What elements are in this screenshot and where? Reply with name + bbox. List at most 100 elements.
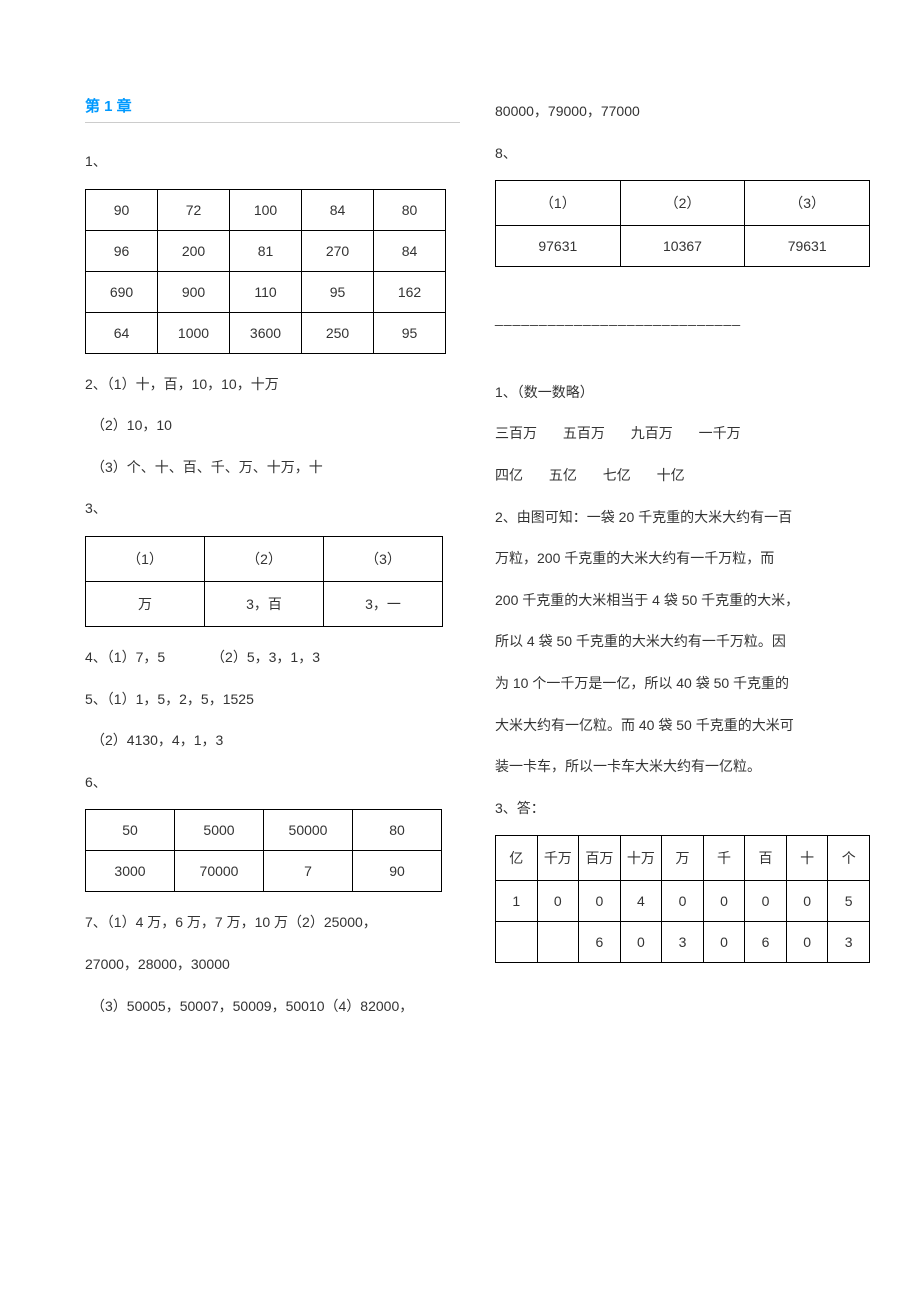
r1-line2: 三百万 五百万 九百万 一千万 <box>495 417 870 451</box>
cell: 95 <box>374 312 446 353</box>
cell: 1 <box>496 881 538 922</box>
header-cell: 千 <box>703 836 745 881</box>
cell: 0 <box>786 922 828 963</box>
r2-line1: 2、由图可知：一袋 20 千克重的大米大约有一百 <box>495 501 870 535</box>
cell: 4 <box>620 881 662 922</box>
question-6-label: 6、 <box>85 766 460 800</box>
cell <box>496 922 538 963</box>
q5-line1: 5、（1）1，5，2，5，1525 <box>85 683 460 717</box>
cell: 162 <box>374 271 446 312</box>
cell: 97631 <box>496 226 621 267</box>
r1-line3: 四亿 五亿 七亿 十亿 <box>495 459 870 493</box>
cell: 万 <box>86 581 205 626</box>
chapter-underline <box>85 122 460 123</box>
cell: 64 <box>86 312 158 353</box>
cell: 84 <box>302 189 374 230</box>
cell: 0 <box>703 881 745 922</box>
cell: 7 <box>264 851 353 892</box>
cell: 79631 <box>745 226 870 267</box>
cell: 72 <box>158 189 230 230</box>
cell: 0 <box>537 881 579 922</box>
r1-label: 1、（数一数略） <box>495 376 870 410</box>
header-cell: 百 <box>745 836 787 881</box>
cell: 5000 <box>175 810 264 851</box>
header-cell: 百万 <box>579 836 621 881</box>
header-cell: 万 <box>662 836 704 881</box>
cell: 0 <box>745 881 787 922</box>
cell: 5 <box>828 881 870 922</box>
cell: 250 <box>302 312 374 353</box>
cell: 6 <box>579 922 621 963</box>
right-column: 80000，79000，77000 8、 （1） （2） （3） 97631 1… <box>495 95 870 1031</box>
cell: （1） <box>496 181 621 226</box>
cell: 110 <box>230 271 302 312</box>
cell: 200 <box>158 230 230 271</box>
r2-line5: 为 10 个一千万是一亿，所以 40 袋 50 千克重的 <box>495 667 870 701</box>
cell <box>537 922 579 963</box>
q7-line1: 7、（1）4 万，6 万，7 万，10 万（2）25000， <box>85 906 460 940</box>
word: 五百万 <box>563 417 605 451</box>
q4-part1: 4、（1）7，5 <box>85 649 165 665</box>
cell: 0 <box>662 881 704 922</box>
question-1-label: 1、 <box>85 145 460 179</box>
cell: 900 <box>158 271 230 312</box>
cell: 50000 <box>264 810 353 851</box>
table-place-value: 亿 千万 百万 十万 万 千 百 十 个 1 0 0 4 0 0 0 0 5 <box>495 835 870 963</box>
cell: （3） <box>324 536 443 581</box>
r2-line6: 大米大约有一亿粒。而 40 袋 50 千克重的大米可 <box>495 709 870 743</box>
q5-line2: （2）4130，4，1，3 <box>85 724 460 758</box>
word: 十亿 <box>657 459 685 493</box>
cell: 0 <box>579 881 621 922</box>
cell: 0 <box>786 881 828 922</box>
cell: 84 <box>374 230 446 271</box>
cell: 100 <box>230 189 302 230</box>
question-8-label: 8、 <box>495 137 870 171</box>
cell: 90 <box>86 189 158 230</box>
table-6: 50 5000 50000 80 3000 70000 7 90 <box>85 809 442 892</box>
q2-line1: 2、（1）十，百，10，10，十万 <box>85 368 460 402</box>
r2-line7: 装一卡车，所以一卡车大米大约有一亿粒。 <box>495 750 870 784</box>
q7-line2: 27000，28000，30000 <box>85 948 460 982</box>
cell: 96 <box>86 230 158 271</box>
cell: 0 <box>620 922 662 963</box>
cell: 50 <box>86 810 175 851</box>
q7-line3: （3）50005，50007，50009，50010（4）82000， <box>85 990 460 1024</box>
cell: 95 <box>302 271 374 312</box>
r2-line3: 200 千克重的大米相当于 4 袋 50 千克重的大米， <box>495 584 870 618</box>
word: 七亿 <box>603 459 631 493</box>
r2-line4: 所以 4 袋 50 千克重的大米大约有一千万粒。因 <box>495 625 870 659</box>
table-1: 90 72 100 84 80 96 200 81 270 84 690 900… <box>85 189 446 354</box>
q2-line3: （3）个、十、百、千、万、十万，十 <box>85 451 460 485</box>
cell: 690 <box>86 271 158 312</box>
header-cell: 十万 <box>620 836 662 881</box>
word: 五亿 <box>549 459 577 493</box>
chapter-title: 第 1 章 <box>85 95 460 116</box>
cell: （3） <box>745 181 870 226</box>
header-cell: 千万 <box>537 836 579 881</box>
cell: 6 <box>745 922 787 963</box>
cell: 70000 <box>175 851 264 892</box>
cell: 3600 <box>230 312 302 353</box>
cell: 80 <box>353 810 442 851</box>
cell: 3，百 <box>205 581 324 626</box>
cell: 270 <box>302 230 374 271</box>
table-3: （1） （2） （3） 万 3，百 3，一 <box>85 536 443 627</box>
header-cell: 十 <box>786 836 828 881</box>
cell: 3 <box>662 922 704 963</box>
q7-continuation: 80000，79000，77000 <box>495 95 870 129</box>
question-3-label: 3、 <box>85 492 460 526</box>
r2-line2: 万粒，200 千克重的大米大约有一千万粒，而 <box>495 542 870 576</box>
cell: 90 <box>353 851 442 892</box>
cell: 1000 <box>158 312 230 353</box>
r3-label: 3、答： <box>495 792 870 826</box>
word: 三百万 <box>495 417 537 451</box>
cell: 3000 <box>86 851 175 892</box>
header-cell: 亿 <box>496 836 538 881</box>
cell: （1） <box>86 536 205 581</box>
header-cell: 个 <box>828 836 870 881</box>
word: 一千万 <box>699 417 741 451</box>
cell: 3，一 <box>324 581 443 626</box>
q2-line2: （2）10，10 <box>85 409 460 443</box>
cell: （2） <box>620 181 745 226</box>
cell: （2） <box>205 536 324 581</box>
